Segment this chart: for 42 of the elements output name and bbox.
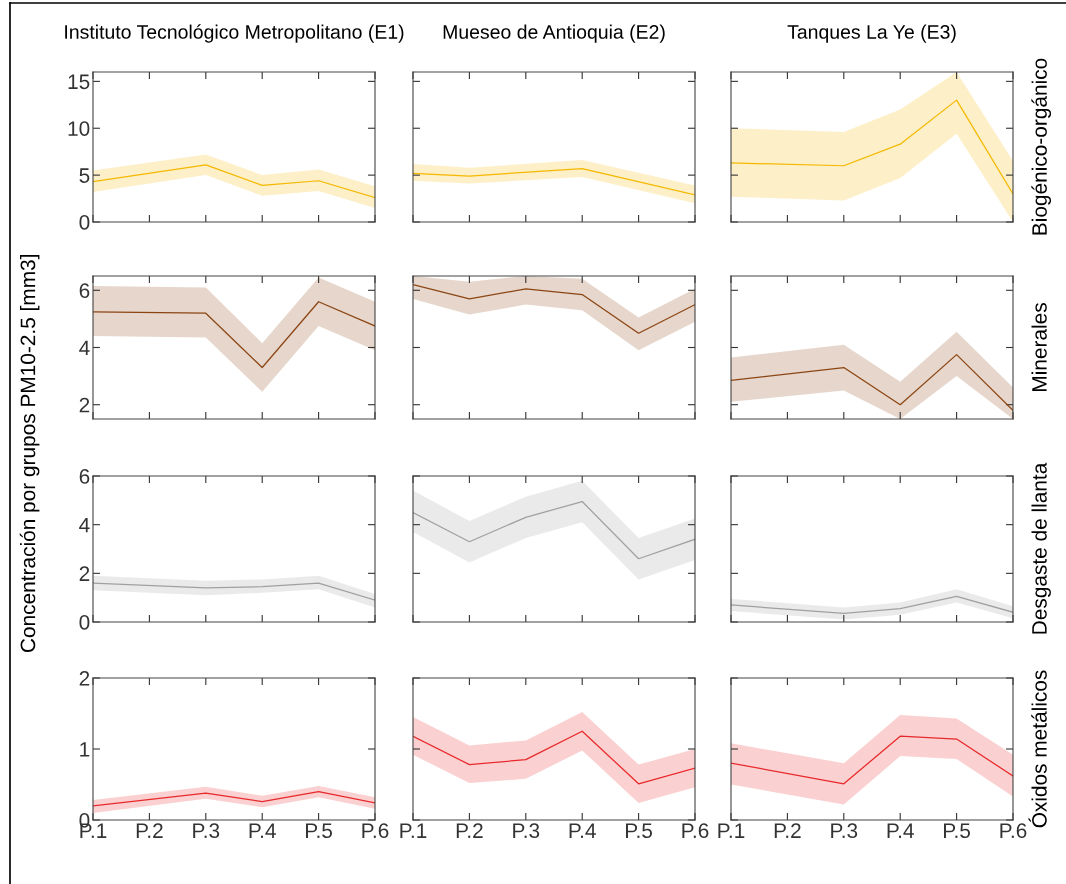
- x-tick-label: P.5: [944, 823, 971, 839]
- y-tick-label: 0: [79, 615, 90, 630]
- y2-axis-title: Óxidos metálicos: [1028, 670, 1047, 828]
- y-tick-label: 2: [79, 671, 90, 686]
- x-tick-label: P.2: [774, 823, 801, 838]
- y-tick-label: 15: [68, 74, 90, 90]
- y-tick-label: 5: [79, 168, 90, 183]
- y2-axis-title: Minerales: [1031, 303, 1047, 391]
- y-tick-label: 4: [79, 517, 90, 533]
- x-tick-label: P.4: [249, 823, 276, 838]
- x-tick-label: P.4: [569, 823, 596, 838]
- y2-axis-title: Biogénico-orgánico: [1031, 58, 1052, 235]
- x-tick-label: P.2: [456, 823, 483, 838]
- line-series: [93, 582, 375, 601]
- x-tick-label: P.5: [306, 823, 333, 839]
- x-tick-label: P.6: [1000, 823, 1027, 839]
- y-tick-label: 2: [79, 397, 90, 413]
- y-tick-label: 0: [79, 215, 90, 230]
- x-tick-label: P.6: [682, 823, 709, 839]
- y-tick-label: 1: [80, 742, 90, 757]
- y-tick-label: 6: [79, 283, 90, 299]
- y-axis-title: Concentración por grupos PM10-2.5 [mm3]: [19, 255, 40, 652]
- x-tick-label: P.1: [718, 823, 745, 838]
- x-tick-label: P.1: [400, 823, 427, 838]
- line-series: [93, 164, 375, 199]
- chart-title: Instituto Tecnológico Metropolitano (E1): [65, 24, 404, 43]
- chart-title: Mueseo de Antioquia (E2): [443, 24, 665, 43]
- y-tick-label: 2: [79, 566, 90, 581]
- x-tick-label: P.3: [513, 823, 540, 839]
- x-tick-label: P.3: [831, 823, 858, 839]
- x-tick-label: P.4: [887, 823, 914, 838]
- line-series: [93, 790, 375, 807]
- y-tick-label: 4: [79, 340, 90, 356]
- x-tick-label: P.2: [136, 823, 163, 838]
- chart-title: Tanques La Ye (E3): [787, 24, 956, 43]
- x-tick-label: P.5: [626, 823, 653, 839]
- y2-axis-title: Desgaste de llanta: [1031, 462, 1051, 634]
- y-tick-label: 10: [68, 121, 90, 136]
- y-tick-label: 6: [79, 469, 90, 484]
- line-series: [93, 301, 375, 369]
- x-tick-label: P.3: [193, 823, 220, 839]
- x-tick-label: P.6: [362, 823, 389, 839]
